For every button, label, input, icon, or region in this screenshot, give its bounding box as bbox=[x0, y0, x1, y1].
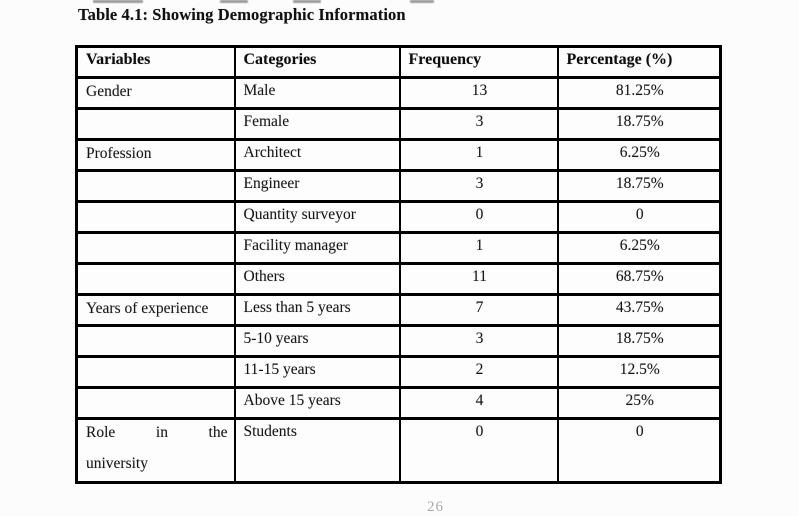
column-header-variables: Variables bbox=[75, 45, 236, 79]
frequency-cell: 3 bbox=[398, 324, 559, 358]
table-row: Quantity surveyor 0 0 bbox=[75, 200, 722, 234]
category-cell: Architect bbox=[233, 138, 401, 172]
variable-cell bbox=[75, 169, 236, 203]
scan-artifact bbox=[220, 0, 248, 3]
percentage-cell: 12.5% bbox=[556, 355, 722, 389]
frequency-cell: 0 bbox=[398, 417, 559, 484]
frequency-cell: 2 bbox=[398, 355, 559, 389]
category-cell: Less than 5 years bbox=[233, 293, 401, 327]
variable-text: Gender bbox=[86, 83, 132, 100]
frequency-cell: 7 bbox=[398, 293, 559, 327]
scan-artifact bbox=[410, 0, 434, 3]
percentage-cell: 18.75% bbox=[556, 107, 722, 141]
table-body: Gender Male 13 81.25% Female 3 18.75% Professio… bbox=[75, 76, 722, 484]
frequency-cell: 3 bbox=[398, 107, 559, 141]
variable-cell: Years of experience bbox=[75, 293, 236, 327]
table-row: 5-10 years 3 18.75% bbox=[75, 324, 722, 358]
category-cell: Students bbox=[233, 417, 401, 484]
variable-cell: Gender bbox=[75, 76, 236, 110]
percentage-cell: 0 bbox=[556, 417, 722, 484]
variable-cell bbox=[75, 231, 236, 265]
variable-cell: Role in the university bbox=[75, 417, 236, 484]
table-row: Others 11 68.75% bbox=[75, 262, 722, 296]
category-cell: Quantity surveyor bbox=[233, 200, 401, 234]
percentage-cell: 0 bbox=[556, 200, 722, 234]
table-row: Facility manager 1 6.25% bbox=[75, 231, 722, 265]
percentage-cell: 81.25% bbox=[556, 76, 722, 110]
column-header-categories: Categories bbox=[233, 45, 401, 79]
table-row: Above 15 years 4 25% bbox=[75, 386, 722, 420]
percentage-cell: 6.25% bbox=[556, 138, 722, 172]
variable-text: Profession bbox=[86, 145, 152, 162]
variable-cell bbox=[75, 355, 236, 389]
percentage-cell: 25% bbox=[556, 386, 722, 420]
frequency-cell: 0 bbox=[398, 200, 559, 234]
category-cell: Facility manager bbox=[233, 231, 401, 265]
variable-cell: Profession bbox=[75, 138, 236, 172]
frequency-cell: 1 bbox=[398, 231, 559, 265]
frequency-cell: 11 bbox=[398, 262, 559, 296]
table-row: Years of experience Less than 5 years 7 43.… bbox=[75, 293, 722, 327]
table-row: 11-15 years 2 12.5% bbox=[75, 355, 722, 389]
category-cell: 11-15 years bbox=[233, 355, 401, 389]
page-number: 26 bbox=[427, 499, 444, 515]
percentage-cell: 43.75% bbox=[556, 293, 722, 327]
percentage-cell: 6.25% bbox=[556, 231, 722, 265]
demographic-table: Variables Categories Frequency Percentag… bbox=[75, 45, 722, 484]
frequency-cell: 13 bbox=[398, 76, 559, 110]
frequency-cell: 4 bbox=[398, 386, 559, 420]
table-row: Profession Architect 1 6.25% bbox=[75, 138, 722, 172]
category-cell: 5-10 years bbox=[233, 324, 401, 358]
table-row: Engineer 3 18.75% bbox=[75, 169, 722, 203]
category-cell: Others bbox=[233, 262, 401, 296]
column-header-frequency: Frequency bbox=[398, 45, 559, 79]
variable-text: university bbox=[86, 455, 148, 472]
variable-text: Role in the bbox=[86, 424, 228, 441]
percentage-cell: 18.75% bbox=[556, 169, 722, 203]
variable-text: Years of experience bbox=[86, 300, 209, 317]
percentage-cell: 68.75% bbox=[556, 262, 722, 296]
column-header-percentage: Percentage (%) bbox=[556, 45, 722, 79]
table-caption: Table 4.1: Showing Demographic Informati… bbox=[78, 5, 406, 24]
scan-artifact bbox=[93, 0, 143, 3]
frequency-cell: 3 bbox=[398, 169, 559, 203]
variable-cell bbox=[75, 107, 236, 141]
category-cell: Above 15 years bbox=[233, 386, 401, 420]
percentage-cell: 18.75% bbox=[556, 324, 722, 358]
variable-cell bbox=[75, 324, 236, 358]
header-row: Variables Categories Frequency Percentag… bbox=[75, 45, 722, 79]
table-row: Female 3 18.75% bbox=[75, 107, 722, 141]
category-cell: Female bbox=[233, 107, 401, 141]
category-cell: Engineer bbox=[233, 169, 401, 203]
frequency-cell: 1 bbox=[398, 138, 559, 172]
table-header: Variables Categories Frequency Percentag… bbox=[75, 45, 722, 79]
variable-cell bbox=[75, 200, 236, 234]
scan-artifact bbox=[293, 0, 321, 3]
category-cell: Male bbox=[233, 76, 401, 110]
variable-cell bbox=[75, 386, 236, 420]
table-row: Gender Male 13 81.25% bbox=[75, 76, 722, 110]
variable-cell bbox=[75, 262, 236, 296]
table-row: Role in the university Students 0 0 bbox=[75, 417, 722, 484]
